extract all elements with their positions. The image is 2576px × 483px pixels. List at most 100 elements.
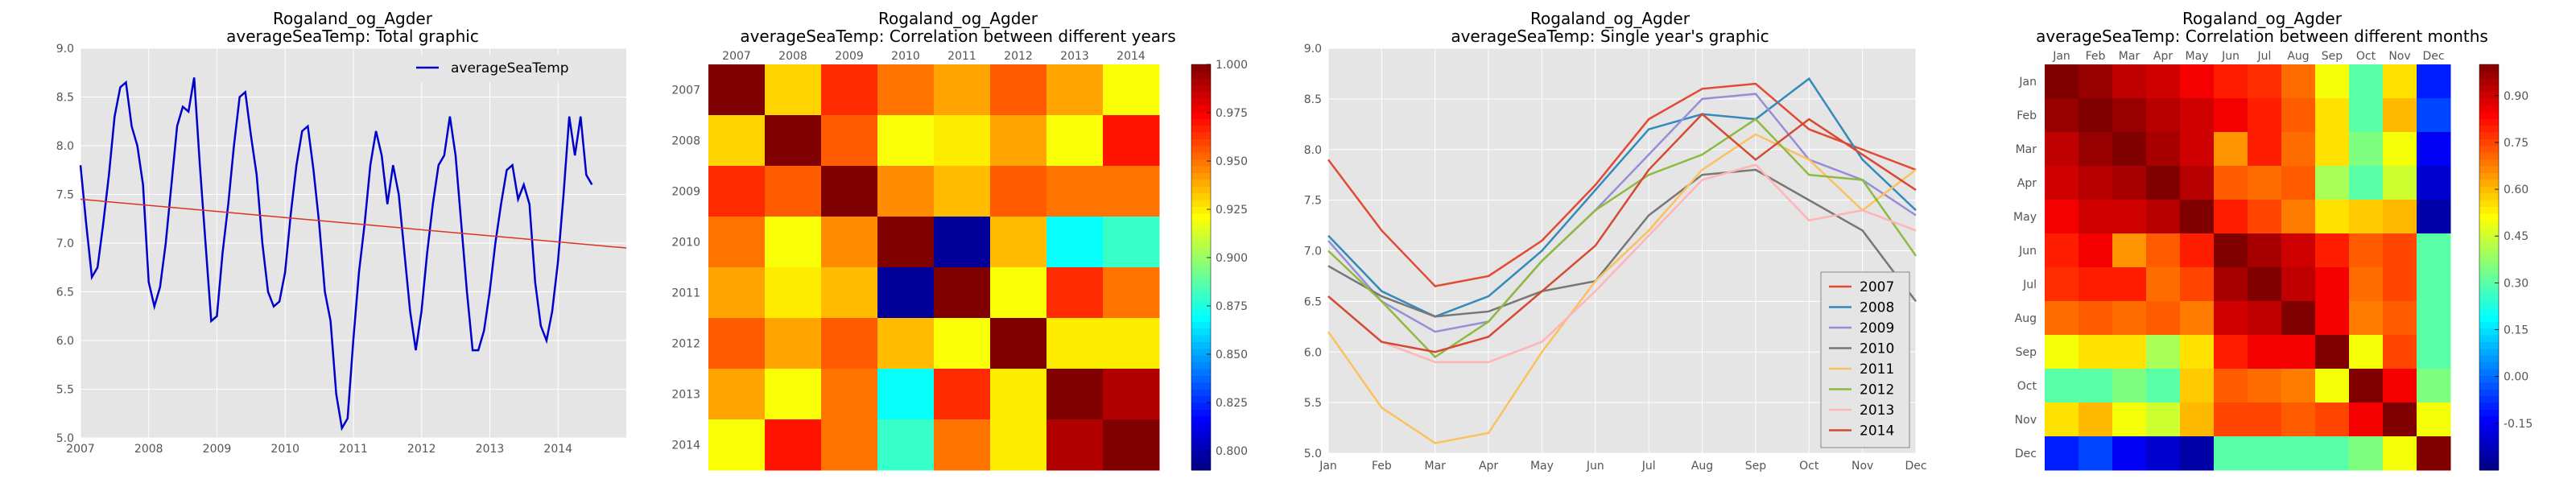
chart4-cell: [2281, 267, 2316, 302]
chart1-title: Rogaland_og_Agder: [273, 9, 433, 28]
chart2-cell: [708, 267, 766, 319]
chart2-cell: [1046, 419, 1104, 471]
chart4-cell: [2315, 267, 2350, 302]
chart3-ytick-label: 5.0: [1304, 448, 1322, 460]
chart3-legend-label: 2007: [1860, 279, 1894, 295]
chart4-cell: [2180, 335, 2215, 369]
chart2-colorbar-segment: [1191, 301, 1211, 308]
chart4-colorbar-segment: [2479, 98, 2499, 105]
chart4-cell: [2045, 436, 2079, 471]
chart4-colorbar-segment: [2479, 375, 2499, 383]
chart4-cell: [2281, 301, 2316, 336]
chart2-cell: [821, 115, 878, 167]
chart4-colorbar-segment: [2479, 328, 2499, 336]
chart4-colorbar-segment: [2479, 111, 2499, 119]
chart4-cell: [2079, 166, 2113, 200]
chart4-cell: [2180, 267, 2215, 302]
chart4-cell: [2315, 233, 2350, 268]
chart4-cell: [2214, 369, 2248, 403]
chart4-ytick-label: Nov: [2015, 414, 2037, 427]
chart4-cell: [2417, 200, 2451, 234]
chart4-ytick-label: Jul: [2022, 279, 2037, 291]
chart4-cell: [2417, 301, 2451, 336]
chart2-subtitle: averageSeaTemp: Correlation between diff…: [740, 27, 1175, 46]
chart2-colorbar-segment: [1191, 402, 1211, 410]
chart1-trend-line: [80, 198, 627, 249]
chart4-cell: [2383, 402, 2417, 437]
chart4-cell: [2281, 369, 2316, 403]
chart4-colorbar-segment: [2479, 105, 2499, 113]
chart4-cell: [2180, 402, 2215, 437]
chart4-ytick-label: Apr: [2017, 177, 2037, 190]
chart4-colorbar-segment: [2479, 85, 2499, 93]
chart4-cell: [2146, 64, 2181, 99]
chart4-cell: [2349, 166, 2384, 200]
chart4-colorbar-segment: [2479, 240, 2499, 248]
chart4-cell: [2146, 301, 2181, 336]
chart2-colorbar-label: 0.825: [1216, 397, 1248, 410]
chart2-colorbar-segment: [1191, 166, 1211, 173]
chart2-colorbar-segment: [1191, 98, 1211, 105]
chart4-cell: [2315, 369, 2350, 403]
chart4-cell: [2045, 301, 2079, 336]
chart4-cell: [2214, 200, 2248, 234]
chart1-xtick-label: 2012: [407, 443, 436, 456]
chart4-cell: [2349, 98, 2384, 133]
chart4-colorbar-segment: [2479, 172, 2499, 180]
chart4-colorbar-segment: [2479, 71, 2499, 79]
chart4-cell: [2079, 233, 2113, 268]
chart4-cell: [2383, 301, 2417, 336]
chart4-cell: [2315, 98, 2350, 133]
chart4-cell: [2112, 335, 2147, 369]
chart4-cell: [2079, 436, 2113, 471]
chart4-xtick-label: Sep: [2322, 50, 2343, 63]
chart4-cell: [2383, 166, 2417, 200]
chart3-xtick-label: Dec: [1905, 460, 1926, 473]
chart4-colorbar-segment: [2479, 91, 2499, 99]
chart2-colorbar-segment: [1191, 105, 1211, 113]
chart2-colorbar-segment: [1191, 314, 1211, 322]
chart4-cell: [2045, 233, 2079, 268]
chart4-ytick-label: Feb: [2017, 109, 2037, 122]
chart4-colorbar-frame: [2479, 64, 2500, 471]
chart3-series-2007: [1327, 82, 1917, 287]
chart3-series-2014: [1327, 113, 1917, 353]
chart4-cell: [2079, 64, 2113, 99]
chart4-cell: [2112, 64, 2147, 99]
chart4-cell: [2281, 436, 2316, 471]
chart3-ytick-label: 7.0: [1304, 246, 1322, 258]
chart2-colorbar-segment: [1191, 429, 1211, 437]
chart4-cell: [2349, 132, 2384, 167]
chart3-series-2011: [1327, 133, 1917, 444]
chart4-xtick-label: Oct: [2356, 50, 2376, 63]
chart4-cell: [2214, 233, 2248, 268]
chart2-colorbar-segment: [1191, 463, 1211, 471]
chart2-colorbar-frame: [1191, 64, 1212, 471]
chart2-colorbar-segment: [1191, 375, 1211, 383]
chart2-colorbar-segment: [1191, 220, 1211, 228]
chart4-cell: [2248, 166, 2282, 200]
chart4-colorbar-segment: [2479, 355, 2499, 363]
chart3-series-2012: [1327, 118, 1918, 359]
chart4-cell: [2417, 132, 2451, 167]
chart2-cell: [934, 217, 991, 268]
chart2-cell: [990, 267, 1047, 319]
chart4-cell: [2112, 200, 2147, 234]
chart2-cell: [708, 64, 766, 116]
chart4-xtick-label: Dec: [2422, 50, 2444, 63]
chart4-colorbar-segment: [2479, 456, 2499, 464]
chart3-ytick-label: 8.5: [1304, 93, 1322, 106]
chart4-cell: [2112, 436, 2147, 471]
chart2-cell: [765, 369, 822, 420]
chart3-xtick-label: Jun: [1586, 460, 1604, 473]
chart4-cell: [2315, 200, 2350, 234]
chart1-ytick-label: 9.0: [56, 43, 74, 56]
chart-year-correlation: Rogaland_og_Agder averageSeaTemp: Correl…: [671, 9, 1248, 471]
chart1-xtick-label: 2007: [66, 443, 95, 456]
chart2-cell: [765, 64, 822, 116]
chart4-cell: [2045, 166, 2079, 200]
chart4-colorbar-segment: [2479, 361, 2499, 369]
chart4-colorbar-segment: [2479, 77, 2499, 85]
chart4-cell: [2146, 267, 2181, 302]
